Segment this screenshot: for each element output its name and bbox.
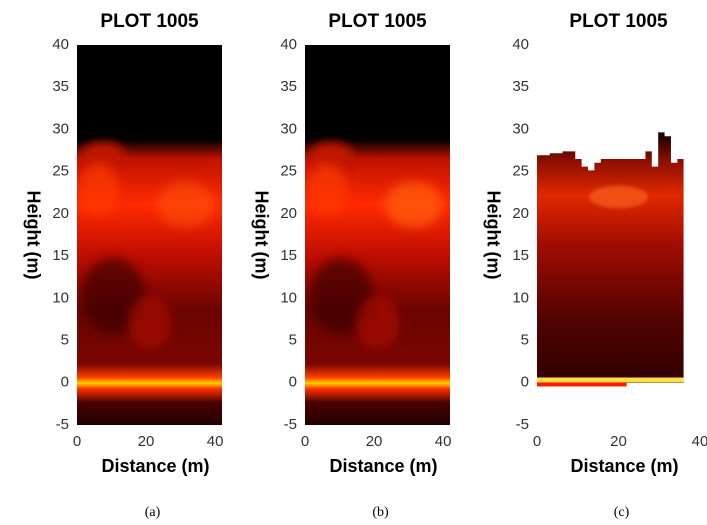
y-tick-label: 5: [61, 332, 69, 349]
y-axis-label: Height (m): [23, 191, 43, 280]
y-tick-label: 10: [52, 289, 69, 306]
heat-mid: [127, 295, 172, 349]
x-tick-label: 40: [435, 433, 452, 450]
ground-yellow: [537, 377, 684, 383]
y-tick-label: 20: [52, 205, 69, 222]
x-tick-label: 0: [533, 433, 541, 450]
y-tick-label: 40: [280, 36, 297, 53]
y-tick-label: 35: [52, 78, 69, 95]
y-tick-label: 15: [280, 247, 297, 264]
canopy: [537, 132, 684, 383]
panel-caption: (c): [614, 505, 630, 520]
x-tick-label: 0: [73, 433, 81, 450]
heat-bright: [589, 185, 648, 209]
chart-title: PLOT 1005: [100, 11, 199, 32]
chart-title: PLOT 1005: [569, 11, 668, 32]
x-tick-label: 20: [138, 433, 155, 450]
y-axis-label: Height (m): [251, 191, 271, 280]
y-tick-label: 20: [280, 205, 297, 222]
y-tick-label: -5: [284, 416, 297, 433]
y-tick-label: 30: [280, 120, 297, 137]
x-tick-label: 0: [301, 433, 309, 450]
y-tick-label: 5: [289, 332, 297, 349]
y-tick-label: 40: [52, 36, 69, 53]
heat-mid: [355, 295, 400, 349]
x-tick-label: 40: [692, 433, 707, 450]
y-tick-label: 10: [512, 289, 529, 306]
y-tick-label: 15: [52, 247, 69, 264]
x-tick-label: 20: [366, 433, 383, 450]
y-tick-label: 10: [280, 289, 297, 306]
ground-red: [537, 382, 627, 387]
y-tick-label: 0: [61, 374, 69, 391]
y-tick-label: 20: [512, 205, 529, 222]
heat-bump: [81, 141, 125, 169]
heatmap-image: [537, 132, 684, 387]
x-axis-label: Distance (m): [329, 456, 437, 476]
y-tick-label: 25: [52, 163, 69, 180]
y-tick-label: -5: [516, 416, 529, 433]
y-tick-label: 35: [512, 78, 529, 95]
x-axis-label: Distance (m): [101, 456, 209, 476]
y-tick-label: 35: [280, 78, 297, 95]
heat-bump: [309, 141, 353, 169]
y-tick-label: 5: [521, 332, 529, 349]
y-tick-label: 25: [280, 163, 297, 180]
heat-bright: [384, 181, 443, 228]
heat-bright: [78, 162, 120, 216]
heatmap-image: [77, 45, 222, 425]
heat-bright: [306, 162, 348, 216]
heat-bright: [156, 181, 215, 228]
heat-base: [77, 45, 222, 425]
y-tick-label: 25: [512, 163, 529, 180]
y-tick-label: 0: [289, 374, 297, 391]
heatmap-image: [305, 45, 450, 425]
y-tick-label: 30: [512, 120, 529, 137]
panel-caption: (b): [372, 505, 389, 520]
y-tick-label: -5: [56, 416, 69, 433]
heat-base: [305, 45, 450, 425]
x-tick-label: 40: [207, 433, 224, 450]
y-tick-label: 0: [521, 374, 529, 391]
y-tick-label: 40: [512, 36, 529, 53]
x-axis-label: Distance (m): [570, 456, 678, 476]
chart-title: PLOT 1005: [328, 11, 427, 32]
y-tick-label: 30: [52, 120, 69, 137]
x-tick-label: 20: [610, 433, 627, 450]
panel-caption: (a): [145, 505, 161, 520]
y-tick-label: 15: [512, 247, 529, 264]
y-axis-label: Height (m): [483, 191, 503, 280]
